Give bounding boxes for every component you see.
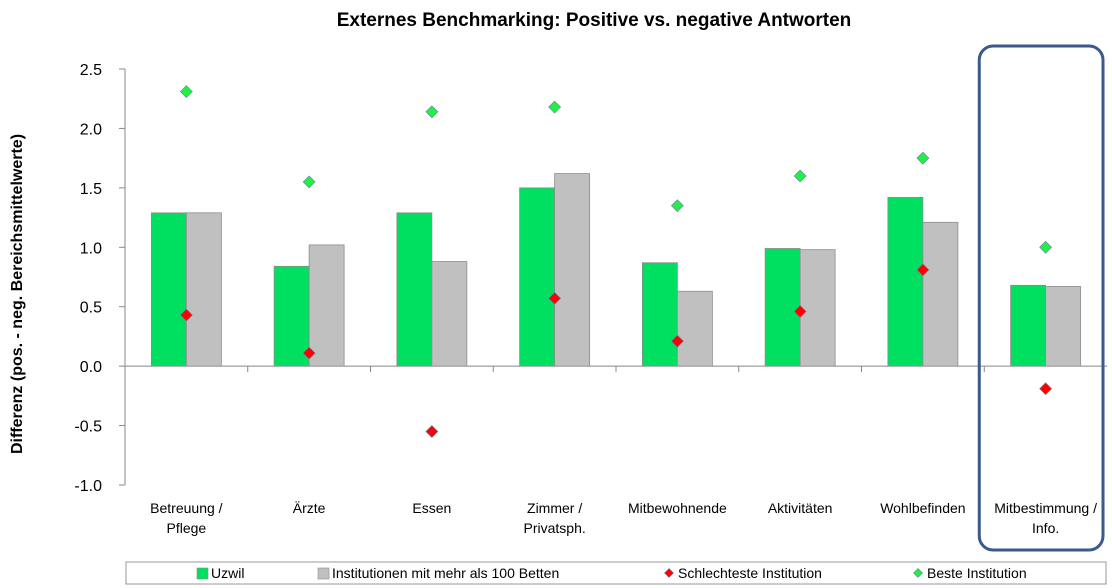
marker-beste xyxy=(670,199,684,213)
y-axis-label: Differenz (pos. - neg. Bereichsmittelwer… xyxy=(9,134,26,454)
marker-schlechteste xyxy=(548,291,562,305)
marker-schlechteste xyxy=(1039,382,1053,396)
bar-uzwil xyxy=(273,265,310,367)
marker-beste xyxy=(179,85,193,99)
bar-institutionen xyxy=(308,244,345,367)
bar-institutionen xyxy=(431,261,468,367)
y-tick-label: 0.5 xyxy=(80,300,102,317)
bar-uzwil xyxy=(396,212,433,367)
legend-swatch xyxy=(317,567,330,580)
marker-schlechteste xyxy=(302,346,316,360)
bar-institutionen xyxy=(554,173,591,367)
marker-schlechteste xyxy=(425,425,439,438)
markers xyxy=(179,85,1053,438)
bar-uzwil xyxy=(1010,284,1047,367)
marker-beste xyxy=(1039,240,1053,254)
y-tick-label: -0.5 xyxy=(74,419,102,436)
bar-uzwil xyxy=(764,248,801,367)
y-tick-label: 0.0 xyxy=(80,359,102,376)
y-tick-label: -1.0 xyxy=(74,478,102,495)
bar-institutionen xyxy=(1045,286,1082,367)
legend-frame xyxy=(125,561,1107,585)
category-label: Zimmer / xyxy=(527,500,582,516)
y-tick-labels: 2.5 2.0 1.5 1.0 0.5 0.0 -0.5 -1.0 xyxy=(74,62,102,495)
highlight-box xyxy=(977,44,1105,552)
legend-label: Schlechteste Institution xyxy=(678,565,822,581)
bar-institutionen xyxy=(185,212,222,367)
bars xyxy=(150,173,1082,367)
category-label: Mitbestimmung / xyxy=(994,500,1097,516)
bar-institutionen xyxy=(676,290,713,367)
legend-swatch xyxy=(196,567,209,580)
legend-label: Uzwil xyxy=(211,565,244,581)
legend-swatch xyxy=(664,568,674,578)
marker-schlechteste xyxy=(670,334,684,348)
marker-schlechteste xyxy=(916,263,930,277)
bar-uzwil xyxy=(150,212,187,367)
category-label: Pflege xyxy=(167,520,207,536)
y-tick-label: 2.0 xyxy=(80,121,102,138)
bar-uzwil xyxy=(887,196,924,367)
marker-beste xyxy=(302,175,316,189)
category-label: Wohlbefinden xyxy=(880,500,965,516)
category-label: Info. xyxy=(1032,520,1059,536)
legend-label: Beste Institution xyxy=(927,565,1027,581)
category-label: Privatsph. xyxy=(524,520,586,536)
category-labels: Betreuung / Pflege Ärzte Essen Zimmer / Priva… xyxy=(150,500,1097,536)
marker-schlechteste xyxy=(179,308,193,322)
y-tick-label: 1.0 xyxy=(80,240,102,257)
category-label: Essen xyxy=(412,500,451,516)
y-tick-label: 1.5 xyxy=(80,181,102,198)
marker-schlechteste xyxy=(793,305,807,318)
category-label: Mitbewohnende xyxy=(628,500,727,516)
marker-beste xyxy=(425,105,439,119)
axes xyxy=(119,68,1107,486)
bar-uzwil xyxy=(641,262,678,367)
bar-institutionen xyxy=(922,221,959,367)
marker-beste xyxy=(916,151,930,165)
y-tick-label: 2.5 xyxy=(80,62,102,79)
legend-label: Institutionen mit mehr als 100 Betten xyxy=(332,565,559,581)
category-label: Betreuung / xyxy=(150,500,222,516)
legend-swatch xyxy=(913,568,923,578)
chart-title: Externes Benchmarking: Positive vs. nega… xyxy=(337,10,852,31)
category-label: Ärzte xyxy=(293,500,326,516)
bar-uzwil xyxy=(519,187,556,367)
legend: Uzwil Institutionen mit mehr als 100 Bett… xyxy=(125,561,1107,585)
marker-beste xyxy=(548,100,562,114)
bar-institutionen xyxy=(799,249,836,367)
category-label: Aktivitäten xyxy=(768,500,833,516)
marker-beste xyxy=(793,169,807,183)
